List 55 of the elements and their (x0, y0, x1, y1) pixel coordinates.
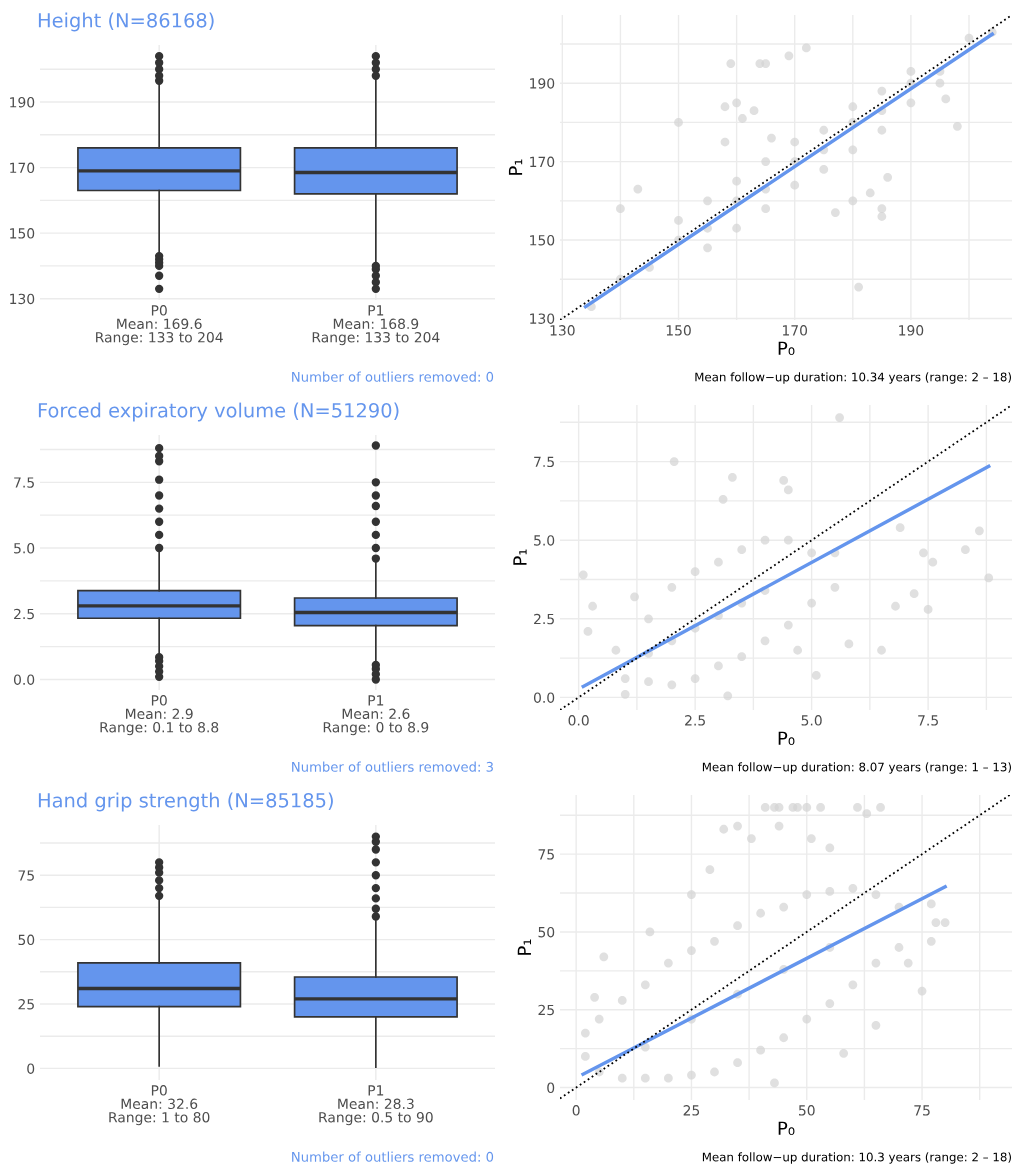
x-tick-label: P0 Mean: 32.6 Range: 1 to 80 (109, 1085, 210, 1126)
x-tick-label: 25 (683, 1105, 700, 1116)
y-tick-label: 130 (530, 313, 555, 324)
y-tick-label: 25 (538, 1004, 554, 1016)
y-tick-label: 75 (538, 849, 554, 860)
y-tick-label: 5.0 (14, 543, 35, 554)
y-tick-label: 75 (18, 870, 34, 881)
y-tick-label: 170 (10, 162, 35, 174)
y-tick-label: 5.0 (534, 535, 555, 546)
y-tick-label: 2.5 (534, 613, 554, 625)
y-axis-title: P₁ (513, 549, 527, 565)
y-tick-label: 150 (530, 234, 555, 246)
x-tick-label: 50 (798, 1105, 815, 1116)
y-tick-label: 2.5 (14, 608, 34, 620)
text: Mean follow−up duration: 10.34 years (range: 2 – 18) (695, 372, 1011, 384)
x-tick-label: 130 (550, 325, 575, 336)
x-axis-title: P₀ (778, 1121, 795, 1135)
x-tick-label: P0 Mean: 2.9 Range: 0.1 to 8.8 (100, 695, 219, 736)
x-tick-label: 5.0 (801, 715, 822, 726)
y-tick-label: 7.5 (14, 477, 34, 488)
y-tick-label: 190 (530, 78, 555, 89)
y-tick-label: 50 (538, 926, 555, 938)
x-tick-label: P1 Mean: 28.3 Range: 0.5 to 90 (319, 1085, 433, 1126)
x-tick-label: 170 (782, 325, 808, 336)
text: Number of outliers removed: 0 (292, 371, 494, 382)
chart-title: Hand grip strength (N=85185) (38, 792, 333, 812)
x-tick-label: P1 Mean: 168.9 Range: 133 to 204 (312, 305, 440, 346)
y-tick-label: 190 (10, 97, 35, 108)
x-tick-label: P1 Mean: 2.6 Range: 0 to 8.9 (323, 695, 429, 736)
x-axis-title: P₀ (778, 731, 795, 745)
y-axis-title: P₁ (508, 159, 523, 175)
y-tick-label: 50 (18, 934, 35, 946)
text: Mean follow−up duration: 8.07 years (range: 1 – 13) (702, 762, 1011, 774)
x-tick-label: 0 (572, 1105, 580, 1116)
x-tick-label: 0.0 (568, 715, 589, 726)
x-axis-title: P₀ (778, 341, 795, 355)
x-tick-label: 75 (914, 1105, 930, 1116)
y-tick-label: 25 (18, 998, 34, 1010)
text: Number of outliers removed: 0 (292, 1151, 494, 1162)
y-tick-label: 7.5 (534, 456, 554, 468)
y-tick-label: 0.0 (13, 674, 35, 685)
x-tick-label: 190 (899, 325, 924, 336)
x-tick-label: 2.5 (685, 715, 705, 726)
y-tick-label: 0 (27, 1063, 35, 1074)
text: Mean follow−up duration: 10.3 years (range: 2 – 18) (702, 1152, 1011, 1164)
y-axis-title: P₁ (517, 939, 531, 955)
y-tick-label: 170 (530, 156, 555, 168)
x-tick-label: 7.5 (918, 715, 938, 726)
text: Number of outliers removed: 3 (292, 761, 493, 772)
x-tick-label: P0 Mean: 169.6 Range: 133 to 204 (96, 305, 223, 346)
chart-title: Height (N=86168) (38, 12, 214, 32)
chart-title: Forced expiratory volume (N=51290) (38, 402, 399, 422)
y-tick-label: 130 (10, 293, 35, 305)
x-tick-label: 150 (666, 325, 691, 336)
y-tick-label: 150 (10, 228, 35, 239)
